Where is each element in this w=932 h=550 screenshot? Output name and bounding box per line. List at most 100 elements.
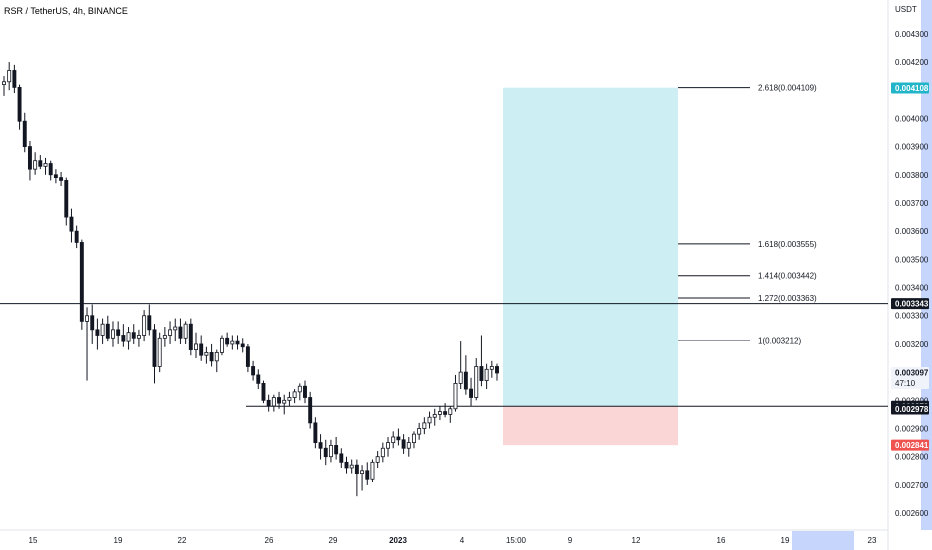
- candle-body: [349, 464, 354, 469]
- candle-body: [162, 335, 167, 339]
- price-tag: [891, 298, 929, 310]
- price-tag-label: 0.004108: [895, 84, 929, 93]
- candle-body: [417, 428, 422, 435]
- price-tick-label: 0.004200: [895, 58, 929, 67]
- time-tick-label: 19: [114, 536, 123, 545]
- candle-body: [240, 343, 245, 348]
- price-tick-label: 0.003900: [895, 143, 929, 152]
- candle-body: [463, 371, 468, 390]
- countdown-label: 47:10: [895, 379, 916, 388]
- candle-body: [136, 335, 141, 339]
- candle-body: [313, 422, 318, 444]
- fib-level-label: 1.272(0.003363): [758, 294, 817, 303]
- candle-body: [7, 70, 12, 83]
- candle-body: [173, 326, 178, 331]
- candle-body: [261, 383, 266, 401]
- candle-body: [100, 323, 105, 336]
- candle-body: [339, 453, 344, 463]
- candle-body: [147, 315, 152, 331]
- fib-level-label: 1.618(0.003555): [758, 240, 817, 249]
- long-position-tool[interactable]: [503, 87, 678, 446]
- fib-level-label: 2.618(0.004109): [758, 84, 817, 93]
- candle-body: [323, 447, 328, 458]
- price-tick-label: 0.003600: [895, 227, 929, 236]
- candle-body: [401, 439, 406, 449]
- candle-body: [412, 433, 416, 444]
- candle-body: [479, 366, 484, 381]
- candle-body: [27, 146, 32, 170]
- candle-body: [297, 385, 302, 393]
- candle-body: [422, 422, 427, 429]
- price-tag: [891, 82, 929, 94]
- candle-body: [328, 445, 333, 458]
- target-zone[interactable]: [503, 87, 678, 407]
- price-tick-label: 0.003400: [895, 284, 929, 293]
- candle-body: [282, 399, 287, 404]
- candle-body: [12, 70, 17, 88]
- candle-body: [90, 315, 95, 331]
- candle-body: [354, 464, 359, 475]
- price-tick-label: 0.002900: [895, 425, 929, 434]
- time-tick-label: 16: [717, 536, 726, 545]
- price-tags: 0.0041080.0033430.00309747:100.0029790.0…: [891, 82, 929, 451]
- time-tick-label: 12: [632, 536, 641, 545]
- price-tick-label: 0.003700: [895, 199, 929, 208]
- candle-body: [406, 442, 411, 449]
- candle-body: [287, 397, 292, 401]
- price-tick-label: 0.003200: [895, 340, 929, 349]
- candle-body: [116, 329, 121, 336]
- candle-body: [375, 456, 380, 463]
- candle-body: [204, 351, 209, 356]
- price-tag: [891, 403, 929, 415]
- candle-body: [64, 180, 69, 218]
- candle-body: [69, 216, 74, 232]
- time-tick-label: 15:00: [506, 536, 527, 545]
- candle-body: [178, 326, 183, 339]
- time-tick-label: 26: [265, 536, 274, 545]
- candle-body: [235, 340, 240, 345]
- price-tick-label: 0.004300: [895, 30, 929, 39]
- candle-body: [344, 461, 349, 469]
- candle-body: [17, 86, 22, 122]
- candle-body: [220, 337, 224, 353]
- candle-body: [225, 337, 230, 345]
- price-tag-label: 0.002978: [895, 405, 929, 414]
- price-tick-label: 0.003500: [895, 255, 929, 264]
- candle-body: [308, 397, 313, 424]
- candle-body: [74, 230, 79, 243]
- candle-body: [38, 160, 43, 167]
- candle-body: [209, 351, 214, 362]
- fib-extension-levels[interactable]: 2.618(0.004109) 1.618(0.003555) 1.414(0.00…: [678, 84, 817, 346]
- candle-body: [214, 351, 219, 362]
- time-tick-label: 2023: [389, 536, 407, 545]
- candle-body: [79, 242, 84, 322]
- horizontal-lines[interactable]: [0, 303, 888, 407]
- candle-body: [251, 366, 256, 376]
- price-tag-label: 0.003097: [895, 368, 929, 377]
- price-tag-label: 0.003343: [895, 300, 929, 309]
- fib-level-label: 1(0.003212): [758, 337, 801, 346]
- candle-body: [22, 120, 27, 147]
- candle-body: [48, 163, 53, 176]
- candle-body: [469, 388, 474, 398]
- candle-body: [437, 411, 442, 415]
- candle-body: [33, 160, 38, 170]
- price-tick-label: 0.002700: [895, 481, 929, 490]
- candle-body: [53, 174, 58, 179]
- time-tick-label: 4: [460, 536, 465, 545]
- candle-body: [432, 414, 437, 418]
- price-tick-label: 0.002800: [895, 453, 929, 462]
- candle-body: [370, 461, 375, 480]
- stop-zone[interactable]: [503, 406, 678, 446]
- candle-body: [303, 385, 307, 398]
- candle-body: [484, 368, 489, 381]
- candle-body: [105, 323, 110, 339]
- candle-body: [43, 163, 48, 167]
- price-tag: [891, 366, 929, 389]
- candle-body: [365, 470, 370, 480]
- candle-body: [142, 315, 147, 336]
- time-tick-label: 15: [29, 536, 38, 545]
- time-axis[interactable]: 15 19 22 26 29 2023 4 15:00 9 12 16 19 23: [29, 536, 877, 545]
- time-tick-label: 29: [329, 536, 338, 545]
